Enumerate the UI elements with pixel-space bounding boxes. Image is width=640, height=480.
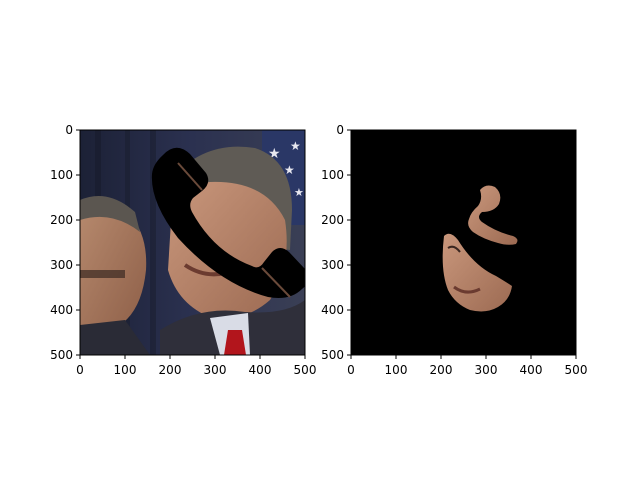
image-panel-mask (350, 129, 577, 356)
y-tick-label-original-1: 100 (50, 168, 73, 182)
image-panel-original: ★ ★ ★ ★ (79, 129, 306, 356)
y-tick-label-original-0: 0 (65, 123, 73, 137)
x-tick-label-original-1: 100 (114, 363, 137, 377)
x-tick-label-mask-4: 400 (520, 363, 543, 377)
svg-text:★: ★ (284, 163, 295, 177)
y-tick-label-mask-3: 300 (321, 258, 344, 272)
x-tick-label-mask-3: 300 (475, 363, 498, 377)
x-tick-label-mask-0: 0 (347, 363, 355, 377)
y-tick-label-mask-2: 200 (321, 213, 344, 227)
y-tick-label-mask-4: 400 (321, 303, 344, 317)
svg-text:★: ★ (294, 186, 304, 199)
y-tick-label-original-4: 400 (50, 303, 73, 317)
x-tick-label-original-2: 200 (159, 363, 182, 377)
original-photo: ★ ★ ★ ★ (80, 130, 305, 355)
svg-text:★: ★ (290, 139, 301, 153)
x-tick-label-original-0: 0 (76, 363, 84, 377)
x-tick-label-original-3: 300 (204, 363, 227, 377)
x-tick-label-original-4: 400 (249, 363, 272, 377)
y-tick-label-mask-0: 0 (336, 123, 344, 137)
y-tick-label-original-5: 500 (50, 348, 73, 362)
mask-image (351, 130, 576, 355)
x-tick-label-mask-5: 500 (565, 363, 588, 377)
x-tick-label-mask-2: 200 (430, 363, 453, 377)
x-tick-label-original-5: 500 (294, 363, 317, 377)
y-tick-label-original-3: 300 (50, 258, 73, 272)
y-tick-label-mask-5: 500 (321, 348, 344, 362)
y-tick-label-mask-1: 100 (321, 168, 344, 182)
x-tick-label-mask-1: 100 (385, 363, 408, 377)
y-tick-label-original-2: 200 (50, 213, 73, 227)
